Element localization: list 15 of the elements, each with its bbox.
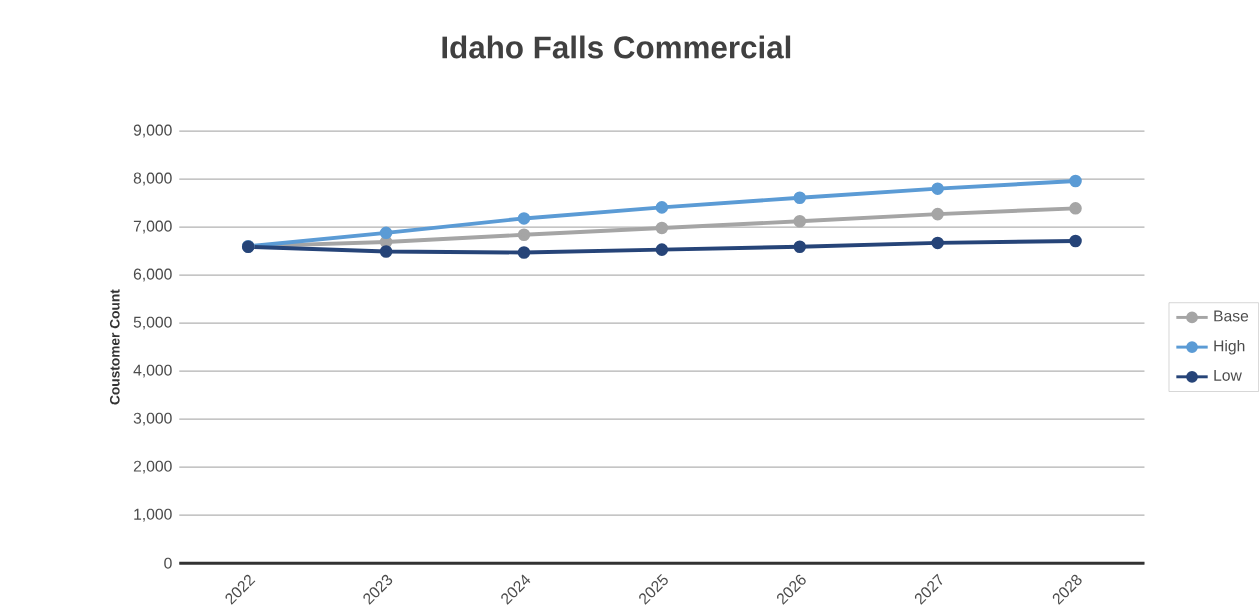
legend-label: High	[1214, 340, 1245, 355]
y-tick-label: 4,000	[133, 364, 172, 378]
legend-label: Base	[1214, 310, 1249, 322]
y-tick-label: 7,000	[133, 220, 172, 234]
y-tick-label: 3,000	[133, 412, 172, 426]
chart-title: Idaho Falls Commercial	[442, 35, 791, 59]
y-tick-label: 6,000	[133, 268, 172, 282]
y-axis-title: Coustomer Count	[109, 289, 120, 405]
y-tick-label: 1,000	[134, 508, 172, 522]
y-tick-label: 9,000	[133, 124, 172, 138]
y-tick-label: 5,000	[133, 316, 172, 330]
legend-label: Low	[1214, 370, 1242, 382]
y-tick-label: 8,000	[133, 172, 172, 186]
y-tick-label: 2,000	[133, 460, 172, 474]
y-tick-label: 0	[164, 557, 172, 569]
